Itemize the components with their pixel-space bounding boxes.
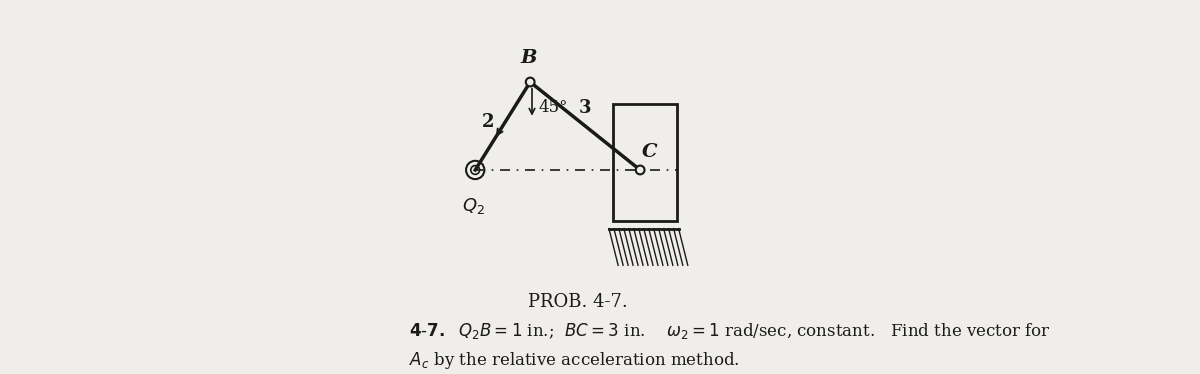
- Text: 2: 2: [481, 113, 494, 131]
- Bar: [613, 104, 677, 221]
- Text: PROB. 4-7.: PROB. 4-7.: [528, 293, 628, 311]
- Text: $Q_2$: $Q_2$: [462, 196, 485, 216]
- Text: C: C: [642, 143, 658, 161]
- Circle shape: [636, 166, 644, 174]
- Circle shape: [526, 78, 534, 86]
- Text: 45°: 45°: [539, 99, 568, 116]
- Text: B: B: [520, 49, 536, 67]
- Text: 3: 3: [578, 99, 592, 117]
- Text: $\mathbf{4\text{-}7.}$  $Q_2B = 1$ in.;  $BC = 3$ in.    $\omega_2 = 1$ rad/sec,: $\mathbf{4\text{-}7.}$ $Q_2B = 1$ in.; $…: [409, 321, 1051, 341]
- Text: $A_c$ by the relative acceleration method.: $A_c$ by the relative acceleration metho…: [409, 350, 740, 371]
